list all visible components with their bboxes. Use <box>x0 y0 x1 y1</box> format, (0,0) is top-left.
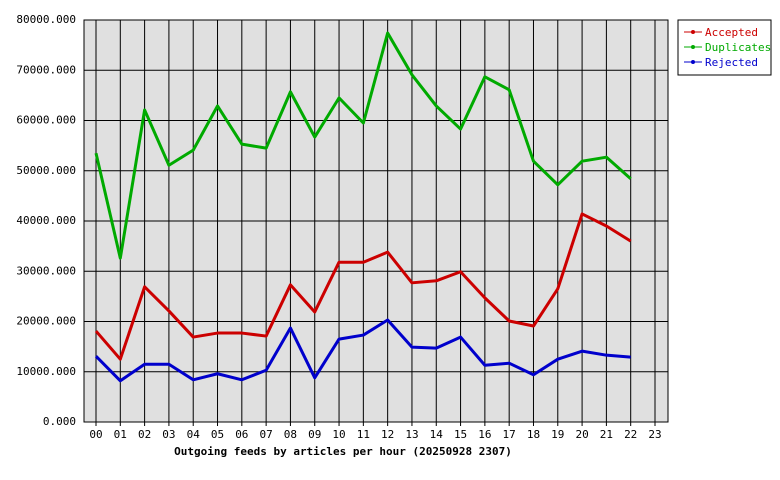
x-tick-label: 23 <box>648 428 661 441</box>
x-tick-label: 22 <box>624 428 637 441</box>
x-tick-label: 02 <box>138 428 151 441</box>
x-tick-label: 21 <box>600 428 613 441</box>
y-tick-label: 20000.000 <box>16 315 76 328</box>
x-tick-label: 19 <box>551 428 564 441</box>
x-tick-label: 04 <box>187 428 201 441</box>
x-tick-label: 18 <box>527 428 540 441</box>
legend-dot <box>691 60 695 64</box>
x-tick-label: 13 <box>405 428 418 441</box>
chart-title: Outgoing feeds by articles per hour (202… <box>174 445 512 458</box>
legend-label: Rejected <box>705 56 758 69</box>
x-tick-label: 15 <box>454 428 467 441</box>
x-tick-label: 12 <box>381 428 394 441</box>
legend-dot <box>691 30 695 34</box>
x-tick-label: 06 <box>235 428 248 441</box>
legend-label: Duplicates <box>705 41 771 54</box>
y-tick-label: 60000.000 <box>16 114 76 127</box>
x-tick-label: 17 <box>503 428 516 441</box>
series-line <box>94 31 632 260</box>
y-tick-label: 0.000 <box>43 415 76 428</box>
series-line <box>94 212 632 361</box>
x-tick-label: 10 <box>332 428 345 441</box>
x-tick-label: 08 <box>284 428 297 441</box>
legend-dot <box>691 45 695 49</box>
x-tick-label: 20 <box>575 428 588 441</box>
x-tick-label: 03 <box>162 428 175 441</box>
y-tick-label: 30000.000 <box>16 264 76 277</box>
x-tick-label: 14 <box>430 428 444 441</box>
y-tick-label: 40000.000 <box>16 214 76 227</box>
x-tick-label: 16 <box>478 428 491 441</box>
x-tick-label: 11 <box>357 428 370 441</box>
y-tick-label: 70000.000 <box>16 63 76 76</box>
y-tick-label: 10000.000 <box>16 365 76 378</box>
x-tick-label: 00 <box>89 428 102 441</box>
y-tick-label: 50000.000 <box>16 164 76 177</box>
series-line <box>94 318 631 383</box>
x-tick-label: 07 <box>260 428 273 441</box>
y-tick-label: 80000.000 <box>16 13 76 26</box>
legend-label: Accepted <box>705 26 758 39</box>
x-tick-label: 09 <box>308 428 321 441</box>
x-tick-label: 05 <box>211 428 224 441</box>
x-tick-label: 01 <box>114 428 127 441</box>
